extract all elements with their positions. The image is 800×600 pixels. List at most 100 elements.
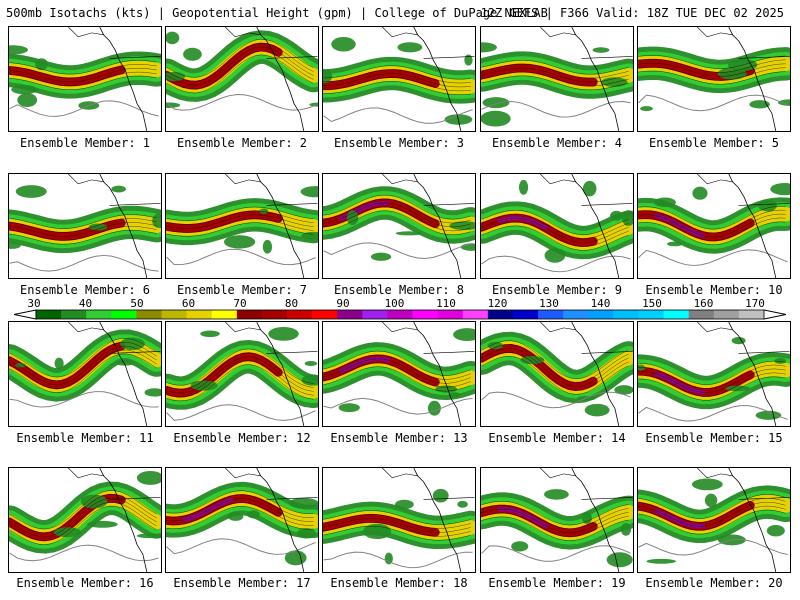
colorbar-tick-label: 160: [694, 297, 714, 310]
height-contour: [323, 525, 471, 541]
colorbar-swatch: [111, 310, 137, 319]
isotach-patch: [457, 500, 468, 508]
colorbar-tick-label: 140: [591, 297, 611, 310]
member-label: Ensemble Member: 7: [176, 283, 308, 297]
isotach-patch: [288, 497, 318, 509]
member-map: [9, 27, 161, 131]
height-contour: [323, 73, 471, 88]
isotach-patch: [755, 410, 782, 420]
member-label: Ensemble Member: 15: [645, 431, 783, 445]
height-contour: [166, 214, 314, 229]
isotach-patch: [116, 360, 134, 366]
coastline: [571, 468, 620, 572]
isotach-patch: [262, 239, 273, 254]
isotach-patch: [268, 327, 299, 341]
member-map-panel: [8, 467, 162, 573]
member-map-panel: [322, 467, 476, 573]
member-map: [323, 322, 475, 426]
border-line: [266, 351, 318, 354]
height-contour: [323, 69, 471, 84]
colorbar-swatch: [86, 310, 112, 319]
isotach-patch: [246, 510, 260, 519]
member-map-panel: [165, 321, 319, 427]
isotach-patch: [582, 180, 597, 197]
isotach-patch: [300, 186, 318, 198]
colorbar-swatch: [337, 310, 363, 319]
isotach-patch: [692, 186, 708, 200]
height-contour: [323, 198, 471, 224]
height-contour-gray: [323, 242, 473, 259]
isotach-patch: [449, 221, 475, 231]
coastline: [413, 322, 462, 426]
height-contour: [9, 75, 157, 91]
member-label: Ensemble Member: 8: [333, 283, 465, 297]
colorbar-swatch: [36, 310, 62, 319]
coastline: [99, 27, 148, 131]
isotach-patch: [166, 31, 180, 45]
isotach-patch: [144, 388, 161, 397]
member-map: [166, 174, 318, 278]
isotach-patch: [394, 499, 414, 510]
height-contour: [323, 206, 471, 232]
member-label: Ensemble Member: 17: [173, 576, 311, 590]
height-contour: [9, 345, 157, 386]
height-contour: [323, 366, 471, 392]
isotach-patch: [384, 552, 393, 565]
border-line: [581, 56, 633, 59]
coastline-alaska: [68, 27, 104, 38]
colorbar-tick-label: 40: [79, 297, 92, 310]
height-contour: [9, 490, 157, 530]
isotach-patch: [53, 527, 82, 538]
isotach-patch: [621, 210, 633, 226]
member-map: [9, 322, 161, 426]
member-label: Ensemble Member: 19: [488, 576, 626, 590]
border-line: [423, 203, 475, 206]
height-contour: [638, 63, 786, 77]
border-line: [109, 497, 161, 500]
member-map: [638, 174, 790, 278]
height-contour: [638, 505, 786, 531]
height-contour-gray: [638, 94, 788, 112]
colorbar-swatch: [738, 310, 765, 319]
height-contour: [323, 210, 471, 236]
height-contour: [323, 514, 471, 529]
height-contour: [166, 50, 314, 90]
colorbar-tick-label: 110: [436, 297, 456, 310]
height-contour: [638, 360, 786, 385]
member-label: Ensemble Member: 5: [648, 136, 780, 150]
height-contour: [638, 55, 786, 69]
height-contour: [638, 221, 786, 246]
member-map: [323, 468, 475, 572]
member-label: Ensemble Member: 11: [16, 431, 154, 445]
member-map: [323, 27, 475, 131]
isotach-patch: [301, 374, 318, 386]
height-contour: [481, 71, 629, 87]
colorbar-swatch: [462, 310, 489, 319]
coastline-alaska: [697, 27, 733, 38]
coastline-alaska: [382, 174, 418, 185]
member-map: [481, 468, 633, 572]
height-contour-gray: [9, 254, 159, 272]
height-contour: [638, 66, 786, 81]
height-contour: [481, 67, 629, 83]
height-contour: [323, 354, 471, 380]
coastline-alaska: [382, 322, 418, 333]
height-contour: [481, 348, 629, 387]
colorbar-swatch: [638, 310, 664, 319]
height-contour-gray: [166, 248, 316, 266]
isotach-patch: [80, 494, 108, 509]
isotach-patch: [9, 45, 28, 55]
colorbar-tick-label: 130: [539, 297, 559, 310]
height-contour: [9, 67, 157, 83]
isotach-patch: [606, 552, 633, 568]
height-contour: [481, 356, 629, 395]
coastline-alaska: [540, 322, 576, 333]
height-contour: [481, 217, 629, 243]
member-map: [638, 27, 790, 131]
member-label: Ensemble Member: 16: [16, 576, 154, 590]
isotach-patch: [15, 185, 47, 198]
member-map: [638, 468, 790, 572]
isotach-patch: [581, 511, 592, 524]
isotach-patch: [601, 77, 628, 88]
colorbar-swatch: [487, 310, 514, 319]
